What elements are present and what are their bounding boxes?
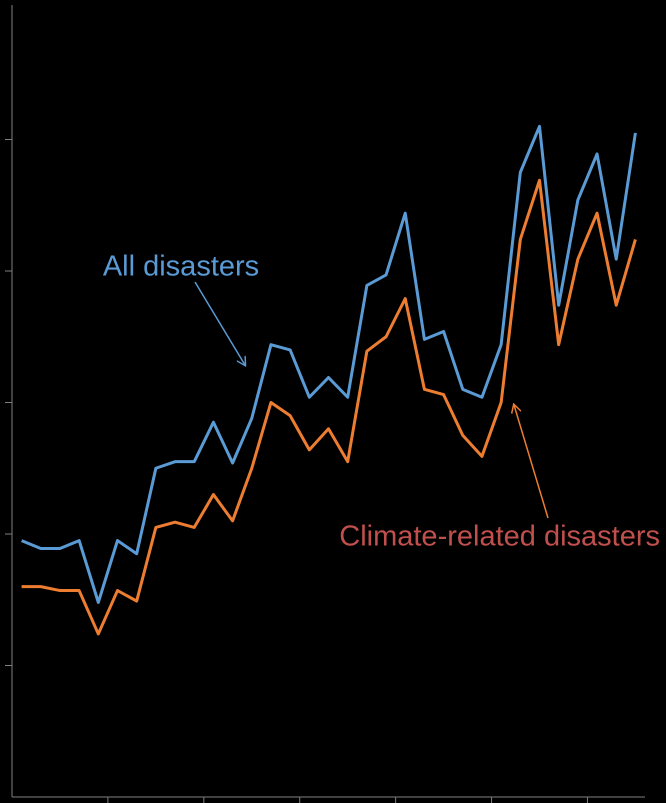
series-line (21, 178, 637, 636)
annotation-arrow (194, 281, 245, 365)
series-line (21, 124, 637, 604)
series-annotation: Climate-related disasters (339, 521, 660, 553)
series-annotation: All disasters (103, 251, 259, 283)
annotation-arrow (514, 405, 549, 519)
